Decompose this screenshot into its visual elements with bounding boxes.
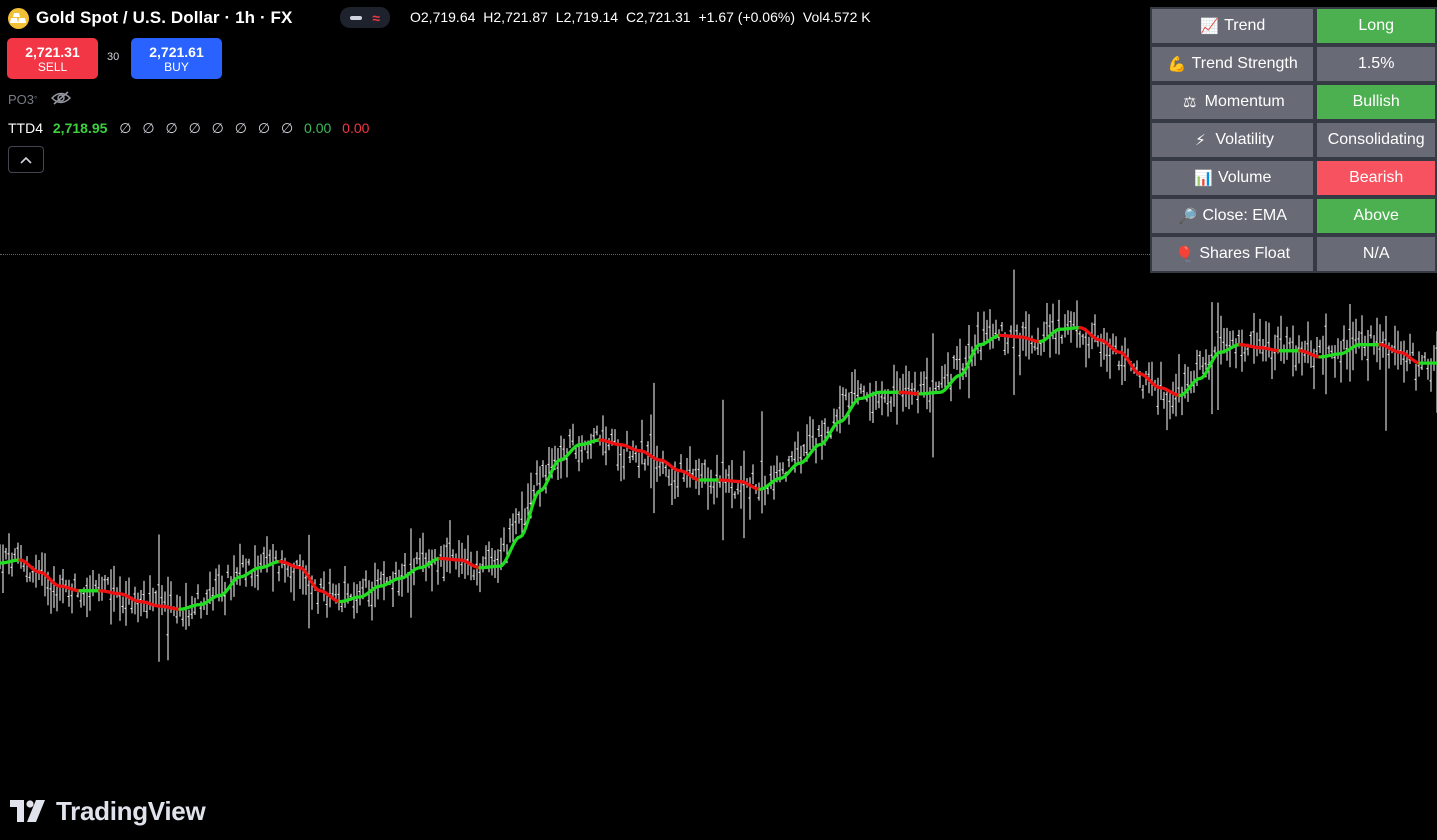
magnifier-icon: 🔎 [1178,207,1198,225]
stats-label: Close: EMA [1202,206,1287,224]
stats-label-cell: ⚡ Volatility [1150,121,1316,159]
spread-value: 30 [107,51,120,63]
sell-label: SELL [37,59,68,74]
ttd-empty-value: ∅ [211,120,224,136]
stats-value: Consolidating [1315,121,1437,159]
stats-value: Bearish [1315,159,1437,197]
sell-button[interactable]: 2,721.31 SELL [7,38,98,79]
ttd-name: TTD4 [8,120,43,136]
stats-row: 🔎 Close: EMA Above [1150,197,1437,235]
gold-bars-icon [8,7,29,29]
collapse-legend-button[interactable] [8,146,44,173]
stats-label: Trend [1224,16,1266,34]
ttd-empty-value: ∅ [257,120,271,136]
stats-label-cell: 📊 Volume [1150,159,1316,197]
ttd-empty-value: ∅ [165,120,178,136]
ttd-green-value: 0.00 [304,120,332,136]
sell-price: 2,721.31 [25,43,80,60]
stats-row: ⚡ Volatility Consolidating [1150,121,1437,159]
settings-superscript-icon: ° [34,94,38,104]
symbol-name[interactable]: Gold Spot / U.S. Dollar [36,8,220,27]
ttd-indicator-legend[interactable]: TTD4 2,718.95 ∅ ∅ ∅ ∅ ∅ ∅ ∅ ∅ 0.00 0.00 [8,120,369,137]
stats-value: 1.5% [1315,45,1437,83]
separator: · [224,8,236,27]
stats-row: 💪 Trend Strength 1.5% [1150,45,1437,83]
price-level-line [0,254,1150,255]
low-value: L2,719.14 [555,9,619,25]
close-value: C2,721.31 [625,9,691,25]
interval-label[interactable]: 1h [235,8,256,27]
stats-label: Momentum [1204,92,1285,110]
po3-indicator-legend[interactable]: PO3 ° [8,90,72,109]
stats-row: 🎈 Shares Float N/A [1150,235,1437,273]
balance-scale-icon: ⚖ [1182,93,1197,111]
stats-label: Volatility [1215,130,1275,148]
lightning-icon: ⚡ [1195,131,1206,149]
tradingview-logo-text: TradingView [56,795,206,826]
chart-up-icon: 📈 [1200,17,1219,35]
stats-row: ⚖ Momentum Bullish [1150,83,1437,121]
buy-button[interactable]: 2,721.61 BUY [131,38,222,79]
stats-label-cell: 🎈 Shares Float [1150,235,1316,273]
stats-value: Above [1315,197,1437,235]
volume-value: Vol4.572 K [802,9,871,25]
chevron-up-icon [20,156,32,164]
stats-value: Bullish [1315,83,1437,121]
stats-row: 📊 Volume Bearish [1150,159,1437,197]
stats-label: Volume [1218,168,1272,186]
ema-line [0,326,1437,611]
ttd-empty-value: ∅ [142,120,155,136]
open-value: O2,719.64 [410,9,476,25]
stats-label-cell: 💪 Trend Strength [1150,45,1316,83]
tradingview-logo-icon [10,800,45,822]
stats-label: Shares Float [1199,244,1291,262]
balloon-icon: 🎈 [1175,245,1195,263]
stats-label: Trend Strength [1191,54,1298,72]
bar-chart-icon: 📊 [1194,169,1213,187]
wave-icon: ≈ [372,9,380,26]
stats-row: 📈 Trend Long [1150,7,1437,45]
exchange-label: FX [270,8,293,27]
stats-value: Long [1315,7,1437,45]
stats-label-cell: 📈 Trend [1150,7,1316,45]
separator: · [259,8,271,27]
minus-icon [350,15,363,20]
ttd-empty-value: ∅ [119,120,132,136]
price-bars [0,269,1437,662]
high-value: H2,721.87 [483,9,548,25]
tradingview-logo[interactable]: TradingView [10,795,206,826]
stats-value: N/A [1315,235,1437,273]
legend-toggle[interactable]: ≈ [340,7,390,28]
stats-label-cell: ⚖ Momentum [1150,83,1316,121]
ttd-empty-value: ∅ [234,120,247,136]
ttd-price: 2,718.95 [52,120,108,136]
buy-label: BUY [164,59,189,74]
ttd-empty-value: ∅ [280,120,294,136]
ttd-empty-value: ∅ [188,120,201,136]
flexed-biceps-icon: 💪 [1167,55,1187,73]
stats-label-cell: 🔎 Close: EMA [1150,197,1316,235]
ttd-red-value: 0.00 [342,120,370,136]
ohlc-values: O2,719.64 H2,721.87 L2,719.14 C2,721.31 … [410,9,875,25]
po3-label: PO3 [8,91,35,107]
stats-table: 📈 Trend Long 💪 Trend Strength 1.5% ⚖ Momentum Bu… [1150,7,1437,273]
symbol-header[interactable]: Gold Spot / U.S. Dollar · 1h · FX [8,6,292,30]
buy-price: 2,721.61 [149,43,204,60]
change-value: +1.67 (+0.06%) [698,9,795,25]
eye-hidden-icon[interactable] [51,90,72,109]
